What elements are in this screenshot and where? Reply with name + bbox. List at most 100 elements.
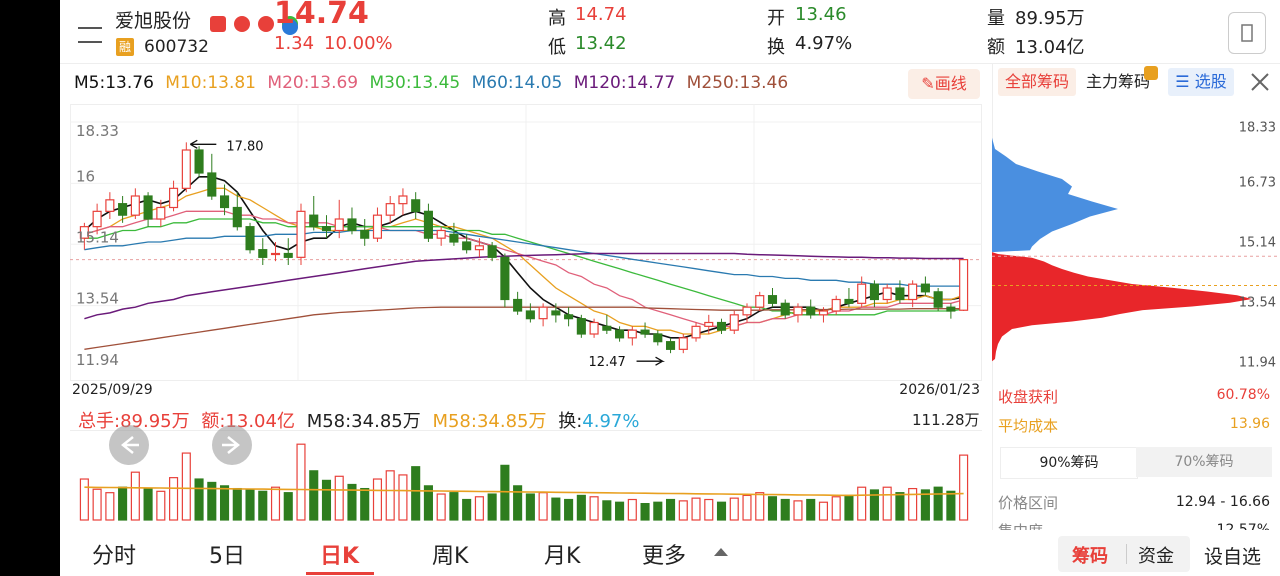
candle <box>742 303 752 323</box>
ma-line-5 <box>84 252 964 320</box>
volume-bar <box>169 477 179 521</box>
chip-tick-label: 16.73 <box>1239 176 1276 191</box>
candle-body <box>92 210 102 228</box>
volume-bar <box>564 498 574 521</box>
tab-intraday[interactable]: 分时 <box>92 544 137 569</box>
candle-body <box>232 206 242 228</box>
chip-tick-label: 11.94 <box>1239 355 1276 370</box>
share-icon[interactable] <box>282 19 298 35</box>
ma120-label: M120:14.77 <box>573 73 676 93</box>
candle <box>576 314 586 338</box>
candle-body <box>130 195 140 216</box>
pick-stock-button[interactable]: ☰ 选股 <box>1168 68 1234 96</box>
ma20-label: M20:13.69 <box>267 73 359 93</box>
m58-black: M58:34.85万 <box>306 411 421 432</box>
open-value: 13.46 <box>795 4 847 25</box>
candle <box>551 303 561 323</box>
ma-line-4 <box>84 229 964 287</box>
candle-body <box>258 249 268 258</box>
candle <box>767 288 778 308</box>
candle-body <box>640 329 650 335</box>
candle <box>615 326 625 342</box>
funds-button[interactable]: 资金 <box>1138 546 1174 567</box>
volume-bar <box>462 498 472 521</box>
tab-5day[interactable]: 5日 <box>209 544 245 569</box>
change-value: 1.34 <box>274 33 315 54</box>
candle <box>79 222 89 250</box>
volume-bar <box>869 489 879 521</box>
tab-main-chips[interactable]: 主力筹码 <box>1086 66 1158 96</box>
chip-tick-label: 15.14 <box>1239 235 1276 250</box>
candle-body <box>704 321 714 327</box>
y-tick-label: 13.54 <box>76 290 119 308</box>
tab-monthly-k[interactable]: 月K <box>544 544 581 569</box>
low-value: 13.42 <box>575 33 627 54</box>
candle <box>118 196 128 223</box>
candle <box>920 276 930 296</box>
volume-bar <box>602 500 612 521</box>
volume-bar <box>372 478 383 521</box>
candle <box>602 314 612 334</box>
vol-amount-value: 13.04亿 <box>225 411 295 432</box>
volume-header: 总手:89.95万 额:13.04亿 M58:34.85万 M58:34.85万… <box>78 407 639 433</box>
candle <box>347 207 357 235</box>
seg-90-chips[interactable]: 90%筹码 <box>1000 447 1138 479</box>
kline-chart[interactable]: 18.33 16 15.14 13.54 11.94 17.80 12.47 2025/09/… <box>70 104 982 404</box>
volume-bar <box>920 489 930 521</box>
candle-body <box>857 283 867 304</box>
volume-bar <box>525 493 535 521</box>
tab-weekly-k[interactable]: 周K <box>432 544 469 569</box>
next-arrow-button[interactable] <box>212 425 252 465</box>
tab-more[interactable]: 更多 <box>642 544 687 569</box>
amount-label: 额 <box>987 37 1005 58</box>
close-icon[interactable] <box>1248 70 1272 94</box>
flag-icon <box>210 16 226 32</box>
candle-body <box>525 310 535 320</box>
tab-daily-k[interactable]: 日K <box>320 544 360 569</box>
y-tick-label: 11.94 <box>76 351 119 369</box>
candle <box>525 303 535 323</box>
volume-bar <box>691 497 701 521</box>
candle-body <box>156 206 166 220</box>
volume-bar <box>844 494 854 521</box>
chip-distribution-chart[interactable]: 18.33 16.73 15.14 13.54 11.94 <box>992 104 1280 382</box>
volume-bar <box>321 479 332 521</box>
tab-all-chips[interactable]: 全部筹码 <box>998 68 1076 96</box>
candle-body <box>780 302 790 316</box>
volume-bar <box>207 481 217 521</box>
candle-body <box>793 306 803 316</box>
candle <box>232 192 242 231</box>
profit-value: 60.78% <box>1216 387 1270 403</box>
low-arrow <box>636 356 665 366</box>
volume-max-label: 111.28万 <box>912 411 980 429</box>
candle-body <box>959 259 969 311</box>
candle-body <box>334 218 344 232</box>
seg-70-chips[interactable]: 70%筹码 <box>1136 447 1272 477</box>
volume-chart[interactable] <box>70 430 982 522</box>
volume-bar <box>411 466 421 521</box>
landscape-toggle-icon[interactable] <box>1228 12 1266 54</box>
ma5-label: M5:13.76 <box>74 73 154 93</box>
candle-body <box>283 252 293 258</box>
volume-bar <box>309 470 319 521</box>
candle-body <box>602 325 612 331</box>
candle-body <box>755 295 765 308</box>
chips-button[interactable]: 筹码 <box>1072 546 1108 567</box>
draw-line-button[interactable]: ✎画线 <box>908 69 980 99</box>
volume-bar <box>755 492 765 521</box>
add-watchlist-button[interactable]: 设自选 <box>1204 546 1262 568</box>
candle-body <box>742 306 752 316</box>
candle <box>653 330 663 346</box>
more-caret-icon[interactable] <box>714 548 728 556</box>
candle-body <box>245 226 255 251</box>
weibo-icon <box>258 16 274 32</box>
prev-arrow-button[interactable] <box>109 425 149 465</box>
chips-funds-toggle <box>1058 536 1190 572</box>
candle-body <box>474 245 484 251</box>
ma-legend: M5:13.76 M10:13.81 M20:13.69 M30:13.45 M… <box>74 73 788 93</box>
volume-bar <box>487 493 497 521</box>
back-icon[interactable] <box>74 20 104 50</box>
candle-body <box>194 149 204 174</box>
volume-bar <box>933 486 943 521</box>
candle-body <box>767 295 778 304</box>
